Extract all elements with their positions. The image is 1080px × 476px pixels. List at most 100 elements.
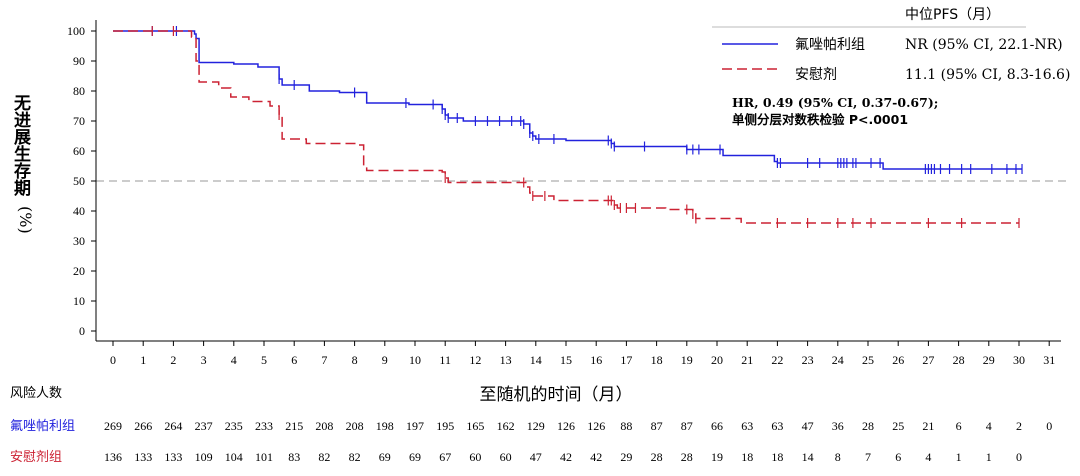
risk-value-drug: 87 <box>651 419 663 433</box>
legend-median-drug: NR (95% CI, 22.1-NR) <box>905 37 1063 53</box>
y-tick-label: 10 <box>73 294 85 308</box>
risk-table-values: 269 266 264 237 235 233 215 208 208 198 197 195 165 1… <box>104 419 1052 464</box>
risk-value-drug: 63 <box>741 419 753 433</box>
y-axis-unit: (%) <box>16 206 35 234</box>
risk-value-drug: 0 <box>1046 419 1052 433</box>
x-tick-label: 26 <box>892 353 904 367</box>
risk-value-drug: 162 <box>497 419 515 433</box>
x-tick-label: 7 <box>321 353 327 367</box>
risk-value-placebo: 1 <box>956 450 962 464</box>
x-tick-label: 1 <box>140 353 146 367</box>
y-tick-label: 100 <box>67 24 85 38</box>
risk-value-placebo: 6 <box>895 450 901 464</box>
risk-value-drug: 28 <box>862 419 874 433</box>
risk-value-drug: 88 <box>620 419 632 433</box>
risk-value-placebo: 18 <box>771 450 783 464</box>
risk-value-drug: 269 <box>104 419 122 433</box>
x-tick-label: 21 <box>741 353 753 367</box>
y-tick-label: 0 <box>79 324 85 338</box>
risk-value-drug: 208 <box>315 419 333 433</box>
x-tick-label: 22 <box>771 353 783 367</box>
y-axis-label: 无进展生存期 <box>10 94 32 197</box>
y-tick-label: 60 <box>73 144 85 158</box>
risk-value-drug: 2 <box>1016 419 1022 433</box>
logrank-annotation: 单侧分层对数秩检验 P<.0001 <box>732 112 908 127</box>
risk-value-placebo: 4 <box>925 450 931 464</box>
risk-value-placebo: 60 <box>469 450 481 464</box>
x-tick-label: 25 <box>862 353 874 367</box>
risk-value-drug: 195 <box>436 419 454 433</box>
risk-value-placebo: 136 <box>104 450 122 464</box>
risk-value-placebo: 0 <box>1016 450 1022 464</box>
x-tick-label: 2 <box>170 353 176 367</box>
x-tick-label: 4 <box>231 353 237 367</box>
x-tick-label: 24 <box>832 353 844 367</box>
x-tick-label: 18 <box>651 353 663 367</box>
risk-value-placebo: 109 <box>195 450 213 464</box>
x-tick-label: 31 <box>1043 353 1055 367</box>
risk-value-drug: 47 <box>802 419 814 433</box>
series-layer <box>113 26 1023 228</box>
hr-annotation: HR, 0.49 (95% CI, 0.37-0.67); <box>732 95 938 110</box>
x-tick-label: 23 <box>802 353 814 367</box>
legend-label-placebo: 安慰剂 <box>795 66 837 83</box>
legend-label-drug: 氟唑帕利组 <box>795 37 865 53</box>
risk-row-label-drug: 氟唑帕利组 <box>10 418 75 434</box>
risk-value-placebo: 133 <box>164 450 182 464</box>
y-tick-label: 20 <box>73 264 85 278</box>
risk-value-drug: 233 <box>255 419 273 433</box>
x-tick-label: 17 <box>620 353 632 367</box>
risk-value-drug: 266 <box>134 419 152 433</box>
x-tick-label: 9 <box>382 353 388 367</box>
x-tick-label: 28 <box>953 353 965 367</box>
x-tick-label: 20 <box>711 353 723 367</box>
x-tick-label: 13 <box>500 353 512 367</box>
risk-value-placebo: 82 <box>349 450 361 464</box>
risk-value-placebo: 28 <box>681 450 693 464</box>
y-tick-label: 70 <box>73 114 85 128</box>
risk-value-placebo: 104 <box>225 450 243 464</box>
risk-value-placebo: 69 <box>379 450 391 464</box>
risk-value-drug: 208 <box>346 419 364 433</box>
x-axis-label: 至随机的时间（月） <box>480 385 633 405</box>
risk-value-placebo: 42 <box>590 450 602 464</box>
risk-row-label-placebo: 安慰剂组 <box>10 450 62 465</box>
y-tick-label: 80 <box>73 84 85 98</box>
risk-value-placebo: 7 <box>865 450 871 464</box>
risk-table-title: 风险人数 <box>10 386 62 401</box>
risk-value-placebo: 82 <box>318 450 330 464</box>
x-tick-label: 3 <box>201 353 207 367</box>
risk-value-drug: 215 <box>285 419 303 433</box>
risk-value-drug: 126 <box>557 419 575 433</box>
risk-value-drug: 21 <box>922 419 934 433</box>
risk-value-placebo: 28 <box>651 450 663 464</box>
risk-value-placebo: 67 <box>439 450 451 464</box>
risk-value-drug: 36 <box>832 419 844 433</box>
risk-value-drug: 63 <box>771 419 783 433</box>
x-tick-label: 6 <box>291 353 297 367</box>
risk-value-drug: 165 <box>466 419 484 433</box>
y-tick-label: 90 <box>73 54 85 68</box>
legend-header: 中位PFS（月） <box>905 7 1000 23</box>
y-tick-label: 50 <box>73 174 85 188</box>
risk-value-drug: 197 <box>406 419 424 433</box>
risk-value-drug: 237 <box>195 419 213 433</box>
risk-value-drug: 198 <box>376 419 394 433</box>
risk-value-placebo: 18 <box>741 450 753 464</box>
risk-value-drug: 129 <box>527 419 545 433</box>
x-tick-label: 12 <box>469 353 481 367</box>
risk-value-drug: 25 <box>892 419 904 433</box>
km-curve-placebo <box>113 30 1019 224</box>
x-tick-label: 11 <box>439 353 451 367</box>
x-tick-label: 14 <box>530 353 542 367</box>
risk-value-placebo: 29 <box>620 450 632 464</box>
risk-value-drug: 6 <box>956 419 962 433</box>
x-tick-label: 16 <box>590 353 602 367</box>
x-tick-label: 5 <box>261 353 267 367</box>
risk-value-drug: 66 <box>711 419 723 433</box>
x-tick-label: 0 <box>110 353 116 367</box>
risk-value-drug: 126 <box>587 419 605 433</box>
risk-value-placebo: 133 <box>134 450 152 464</box>
